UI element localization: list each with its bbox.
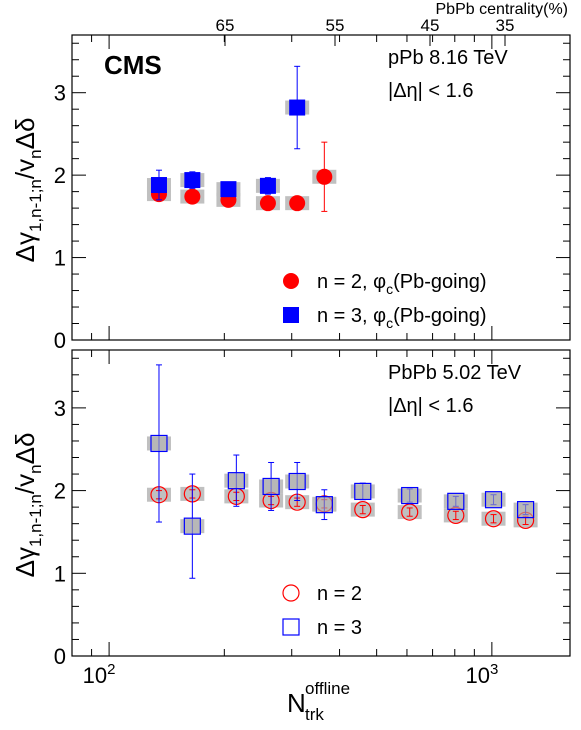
annotation-text: |Δη| < 1.6 — [388, 395, 473, 417]
bottom-panel-frame — [71, 349, 571, 657]
data-point-square — [289, 99, 306, 116]
annotation-text: pPb 8.16 TeV — [388, 47, 508, 69]
data-point-square — [262, 477, 280, 496]
y-tick-label: 1 — [54, 561, 66, 586]
legend-label: n = 2 — [317, 583, 362, 605]
data-point-square — [183, 517, 201, 535]
y-tick-label: 3 — [54, 81, 66, 106]
svg-text:Δγ1,n-1;n/vnΔδ: Δγ1,n-1;n/vnΔδ — [10, 433, 45, 578]
y-tick-label: 2 — [54, 163, 66, 188]
top-tick-label: 65 — [216, 16, 235, 35]
y-tick-label: 2 — [54, 479, 66, 504]
data-point-square — [484, 491, 503, 509]
annotation-text: PbPb 5.02 TeV — [388, 362, 522, 384]
x-axis-label-sub: trk — [305, 705, 324, 724]
y-tick-label: 0 — [54, 644, 66, 669]
x-axis-label-sup: offline — [305, 679, 350, 698]
legend-label: n = 3 — [317, 617, 362, 639]
legend-label: n = 3, φc(Pb-going) — [317, 305, 487, 331]
data-point-square — [150, 177, 167, 194]
y-axis-label-top: Δγ1,n-1;n/vnΔδ — [10, 118, 45, 263]
x-axis-label: N offline trk — [287, 679, 350, 724]
data-point-square — [259, 177, 276, 194]
x-axis-label-main: N — [287, 688, 306, 718]
data-point-square — [447, 492, 465, 510]
y-tick-label: 3 — [54, 396, 66, 421]
top-axis-label: PbPb centrality(%) — [436, 1, 569, 18]
legend-marker — [282, 618, 300, 636]
y-tick-label: 0 — [54, 328, 66, 353]
legend-label: n = 2, φc(Pb-going) — [317, 271, 487, 297]
data-point-circle — [316, 168, 333, 185]
legend-marker — [283, 307, 299, 323]
data-point-circle — [354, 501, 372, 519]
annotation-text: |Δη| < 1.6 — [388, 80, 473, 102]
x-tick-label: 103 — [465, 661, 498, 688]
data-point-circle — [484, 510, 503, 528]
y-axis-label-bottom: Δγ1,n-1;n/vnΔδ — [10, 433, 45, 578]
x-tick-label: 102 — [83, 661, 116, 688]
data-point-circle — [184, 188, 201, 205]
top-tick-label: 55 — [326, 16, 345, 35]
top-panel-frame — [71, 34, 571, 341]
y-tick-label: 1 — [54, 246, 66, 271]
data-point-circle — [259, 195, 276, 212]
data-point-square — [354, 482, 372, 501]
top-tick-label: 45 — [421, 16, 440, 35]
top-axis-ticks: 65 55 45 35 — [216, 16, 515, 46]
svg-text:Δγ1,n-1;n/vnΔδ: Δγ1,n-1;n/vnΔδ — [10, 118, 45, 263]
data-point-square — [220, 181, 237, 198]
cms-label: CMS — [104, 50, 162, 80]
data-point-square — [401, 486, 419, 505]
legend-marker — [282, 584, 300, 602]
data-point-square — [517, 501, 535, 519]
data-point-circle — [289, 195, 306, 212]
data-point-square — [227, 472, 245, 490]
data-point-square — [288, 472, 306, 491]
bottom-panel: 102 103 0 1 2 3 PbPb 5.02 TeV |Δη| < 1.6 n = 2 n … — [54, 350, 570, 688]
top-panel: 0 1 2 3 CMS pPb 8.16 TeV |Δη| < 1.6 n = 2, φc(P… — [54, 35, 570, 353]
legend-marker — [283, 273, 299, 289]
data-point-square — [315, 496, 333, 514]
top-tick-label: 35 — [496, 16, 515, 35]
data-point-square — [150, 434, 168, 453]
data-point-square — [184, 172, 201, 189]
